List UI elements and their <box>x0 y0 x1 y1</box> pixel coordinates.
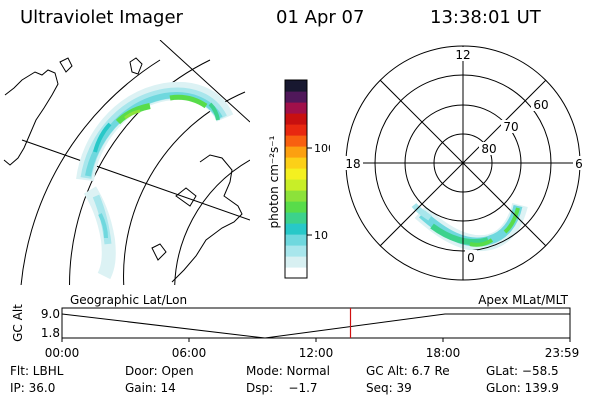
colorbar-segment <box>285 168 307 180</box>
mlt-label-18: 18 <box>345 157 360 171</box>
timeline-right-caption: Apex MLat/MLT <box>478 293 568 307</box>
timeline-x-ticks: 00:00 06:00 12:00 18:00 23:59 <box>45 338 580 360</box>
orbit-timeline: Geographic Lat/Lon Apex MLat/MLT GC Alt … <box>11 293 580 360</box>
coastline <box>151 243 167 261</box>
mlt-label-6: 6 <box>575 157 583 171</box>
label-bg <box>465 250 477 264</box>
gc-alt-readout: GC Alt: 6.7 Re <box>366 364 450 378</box>
image-date: 01 Apr 07 <box>276 7 365 28</box>
timeline-ylabel: GC Alt <box>11 304 25 342</box>
timeline-tick-label: 23:59 <box>545 346 580 360</box>
lat-label-70: 70 <box>503 120 518 134</box>
colorbar-segment <box>285 124 307 136</box>
ip-readout: IP: 36.0 <box>10 381 56 395</box>
longitude-line <box>159 40 250 123</box>
mlt-label-0: 0 <box>467 251 475 265</box>
dsp-readout: Dsp: −1.7 <box>246 381 318 395</box>
label-bg <box>455 47 471 61</box>
mlt-line-diag-2 <box>379 79 547 247</box>
timeline-tick-label: 12:00 <box>299 346 334 360</box>
colorbar-segment <box>285 179 307 191</box>
colorbar-segment <box>285 146 307 158</box>
latitude-arc <box>20 59 161 285</box>
app-title: Ultraviolet Imager <box>20 7 183 28</box>
mode-readout: Mode: Normal <box>246 364 330 378</box>
aurora-emission-polar <box>411 202 528 252</box>
latitude-arc <box>174 159 250 285</box>
coastline <box>171 154 243 283</box>
colorbar-segment <box>285 113 307 125</box>
colorbar-segment <box>285 190 307 202</box>
colorbar-tick-label-100: 100 <box>314 142 330 155</box>
colorbar-segment <box>285 267 307 279</box>
colorbar-segment <box>285 256 307 268</box>
label-bg <box>573 156 585 170</box>
colorbar-frame <box>284 79 308 279</box>
colorbar-segment <box>285 201 307 213</box>
label-bg <box>343 156 363 170</box>
colorbar-segment <box>285 234 307 246</box>
image-time: 13:38:01 UT <box>430 7 541 28</box>
latitude-arc <box>69 59 211 285</box>
colorbar-segment <box>285 135 307 147</box>
label-bg <box>531 98 551 111</box>
colorbar-segment <box>285 80 307 92</box>
colorbar-segment <box>285 212 307 224</box>
geographic-map <box>3 40 250 285</box>
colorbar-segment <box>285 91 307 103</box>
seq-readout: Seq: 39 <box>366 381 412 395</box>
colorbar-segment <box>285 223 307 235</box>
colorbar-label: photon cm⁻²s⁻¹ <box>267 135 281 228</box>
label-bg <box>479 142 499 155</box>
label-bg <box>501 120 521 133</box>
timeline-ytick-top: 9.0 <box>41 307 60 321</box>
timeline-tick-label: 00:00 <box>45 346 80 360</box>
aurora-emission-geo <box>76 82 234 280</box>
mlt-label-12: 12 <box>455 48 470 62</box>
timeline-tick-label: 18:00 <box>426 346 461 360</box>
colorbar: 100 10 photon cm⁻²s⁻¹ <box>267 79 330 279</box>
glon-readout: GLon: 139.9 <box>486 381 559 395</box>
timeline-left-caption: Geographic Lat/Lon <box>70 293 187 307</box>
coastline <box>3 69 59 166</box>
filter-readout: Flt: LBHL <box>10 364 64 378</box>
polar-plot: 12 18 6 0 60 70 80 <box>343 45 585 281</box>
door-readout: Door: Open <box>125 364 194 378</box>
timeline-tick-label: 06:00 <box>172 346 207 360</box>
coastline <box>175 187 197 207</box>
colorbar-gradient <box>285 80 307 279</box>
longitude-line <box>21 139 250 221</box>
altitude-curve <box>61 313 570 339</box>
colorbar-segment <box>285 245 307 257</box>
glat-readout: GLat: −58.5 <box>486 364 559 378</box>
colorbar-segment <box>285 102 307 114</box>
coastline <box>129 57 143 75</box>
gain-readout: Gain: 14 <box>125 381 176 395</box>
lat-label-80: 80 <box>481 142 496 156</box>
colorbar-segment <box>285 157 307 169</box>
colorbar-tick-label-10: 10 <box>314 229 328 242</box>
coastline <box>59 57 73 73</box>
timeline-ytick-bottom: 1.8 <box>41 326 60 340</box>
lat-label-60: 60 <box>533 98 548 112</box>
